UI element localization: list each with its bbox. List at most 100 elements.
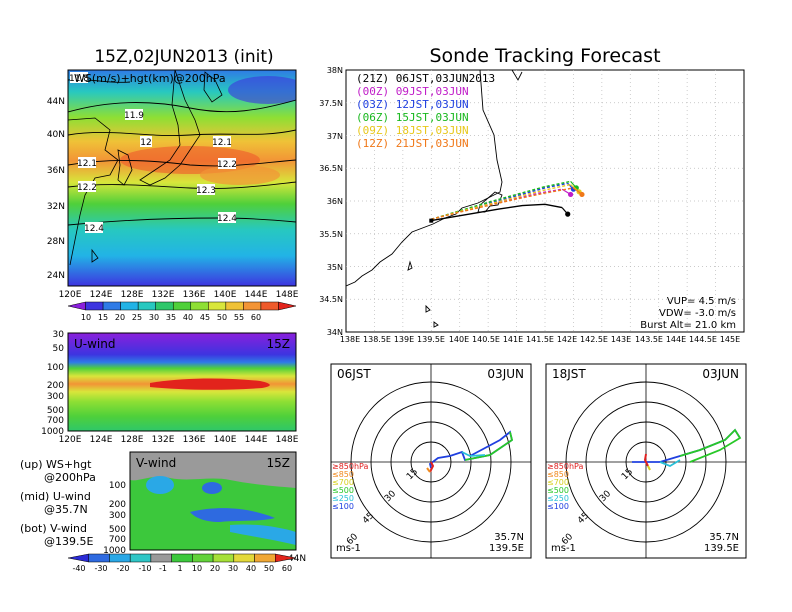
map-top-coastline xyxy=(68,70,223,266)
x-tick: 145E xyxy=(720,335,740,344)
track-legend-item: (09Z) 18JST,03JUN xyxy=(356,124,469,137)
y-tick: 37.5N xyxy=(319,99,343,108)
y-tick: 1000 xyxy=(41,427,64,437)
x-tick: 148E xyxy=(276,290,299,300)
colorbar-swatch xyxy=(120,301,139,311)
uwind-frame xyxy=(67,332,297,432)
track-legend-item: (03Z) 12JST,03JUN xyxy=(356,98,469,111)
map-top-label: WS(m/s)+hgt(km)@200hPa xyxy=(74,72,226,85)
colorbar-swatch xyxy=(275,553,297,563)
colorbar-swatch xyxy=(208,301,227,311)
colorbar-swatch xyxy=(190,301,209,311)
colorbar-bottom xyxy=(67,553,297,563)
y-tick: 200 xyxy=(47,381,64,391)
hodo-level-legend: ≥850hPa ≤850 ≤700 ≤500 ≤250 ≤100 xyxy=(547,462,584,511)
x-tick: 142.5E xyxy=(580,335,608,344)
contour-label: 11.9 xyxy=(124,111,144,121)
vwind-panel: V-wind 15Z 100 200 300 500 700 1000 28N … xyxy=(103,451,306,564)
y-tick: 300 xyxy=(109,511,126,521)
colorbar-swatch xyxy=(129,553,152,563)
colorbar-top xyxy=(67,301,297,311)
level-legend-item: ≥850hPa xyxy=(547,462,584,471)
map-top-contour-labels: 11.8 11.9 12 12.1 12.1 12.2 12.2 12.3 12… xyxy=(69,72,237,234)
colorbar-swatch xyxy=(212,553,235,563)
hodo-trace-green xyxy=(679,428,742,463)
param-burst: Burst Alt= 21.0 km xyxy=(640,320,736,331)
colorbar-swatch xyxy=(137,301,156,311)
colorbar-swatch xyxy=(171,553,193,563)
vwind-neg-band xyxy=(190,508,275,522)
x-tick: 142E xyxy=(557,335,577,344)
colorbar-tick: -10 xyxy=(138,564,151,573)
param-vup: VUP= 4.5 m/s xyxy=(667,296,736,307)
y-tick: 34.5N xyxy=(319,295,343,304)
colorbar-tick: 35 xyxy=(166,313,176,322)
hodo-units: ms-1 xyxy=(551,543,576,554)
y-tick: 500 xyxy=(109,525,126,535)
colorbar-swatch xyxy=(172,301,192,311)
hodo-trace-green xyxy=(464,431,514,461)
x-tick: 139E xyxy=(394,335,414,344)
track-legend-item: (12Z) 21JST,03JUN xyxy=(356,137,469,150)
track-series xyxy=(429,180,585,223)
track-line xyxy=(431,187,574,220)
x-tick: 136E xyxy=(183,290,206,300)
param-vdw: VDW= -3.0 m/s xyxy=(659,308,736,319)
colorbar-tick: 55 xyxy=(234,313,244,322)
vwind-neg-blob xyxy=(202,482,222,494)
x-tick: 138E xyxy=(340,335,360,344)
colorbar-tick: 50 xyxy=(264,564,274,573)
hodo-time: 06JST xyxy=(337,367,371,381)
colorbar-tick: -1 xyxy=(159,564,167,573)
track-legend-item: (00Z) 09JST,03JUN xyxy=(356,85,469,98)
x-tick: 148E xyxy=(276,435,299,445)
left-title: 15Z,02JUN2013 (init) xyxy=(94,47,273,67)
hodo-trace-red xyxy=(429,461,435,473)
colorbar-bottom-labels: -40 -30 -20 -10 -1 1 10 20 30 40 50 60 xyxy=(72,564,292,573)
colorbar-tick: -40 xyxy=(72,564,85,573)
y-tick: 35.5N xyxy=(319,230,343,239)
y-tick: 44N xyxy=(47,97,65,107)
colorbar-tick: 60 xyxy=(282,564,292,573)
x-tick: 144.5E xyxy=(689,335,717,344)
y-tick: 36N xyxy=(47,166,65,176)
y-tick: 36.5N xyxy=(319,164,343,173)
track-line xyxy=(431,180,571,220)
legend-line: (mid) U-wind xyxy=(20,490,91,503)
vwind-label: V-wind xyxy=(136,456,176,470)
x-tick: 140.5E xyxy=(472,335,500,344)
x-tick: 128E xyxy=(121,290,144,300)
x-tick: 120E xyxy=(59,290,82,300)
colorbar-swatch xyxy=(109,553,131,563)
colorbar-tick: 40 xyxy=(183,313,193,322)
colorbar-swatch xyxy=(150,553,172,563)
hodo-lat: 35.7N xyxy=(494,532,524,543)
x-tick: 44N xyxy=(288,554,306,564)
contour-label: 12.3 xyxy=(196,186,216,196)
y-tick: 700 xyxy=(109,535,126,545)
colorbar-swatch xyxy=(243,301,262,311)
vwind-frame xyxy=(129,451,297,551)
y-tick: 37N xyxy=(327,132,343,141)
level-legend-item: ≤250 xyxy=(547,494,569,503)
level-legend-item: ≤500 xyxy=(332,486,354,495)
x-tick: 128E xyxy=(121,435,144,445)
uwind-xticks: 120E 124E 128E 132E 136E 140E 144E 148E xyxy=(59,435,299,445)
uwind-yticks: 30 50 100 200 300 500 700 1000 xyxy=(41,330,64,437)
vwind-neg-band xyxy=(230,524,296,545)
colorbar-tick: 40 xyxy=(246,564,256,573)
y-tick: 32N xyxy=(47,202,65,212)
y-tick: 1000 xyxy=(103,546,126,556)
level-legend-item: ≥850hPa xyxy=(332,462,369,471)
hodo-lon: 139.5E xyxy=(489,543,524,554)
hodo-time: 18JST xyxy=(552,367,586,381)
contour-label: 11.8 xyxy=(69,74,89,84)
level-legend-item: ≤850 xyxy=(547,470,569,479)
legend-line: (bot) V-wind xyxy=(20,522,87,535)
vwind-gray-region xyxy=(130,452,296,488)
colorbar-swatch xyxy=(67,301,86,311)
track-panel: (21Z) 06JST,03JUN2013 (00Z) 09JST,03JUN … xyxy=(319,66,745,344)
colorbar-tick: 30 xyxy=(228,564,238,573)
hodo-lon: 139.5E xyxy=(704,543,739,554)
track-line xyxy=(431,183,571,220)
